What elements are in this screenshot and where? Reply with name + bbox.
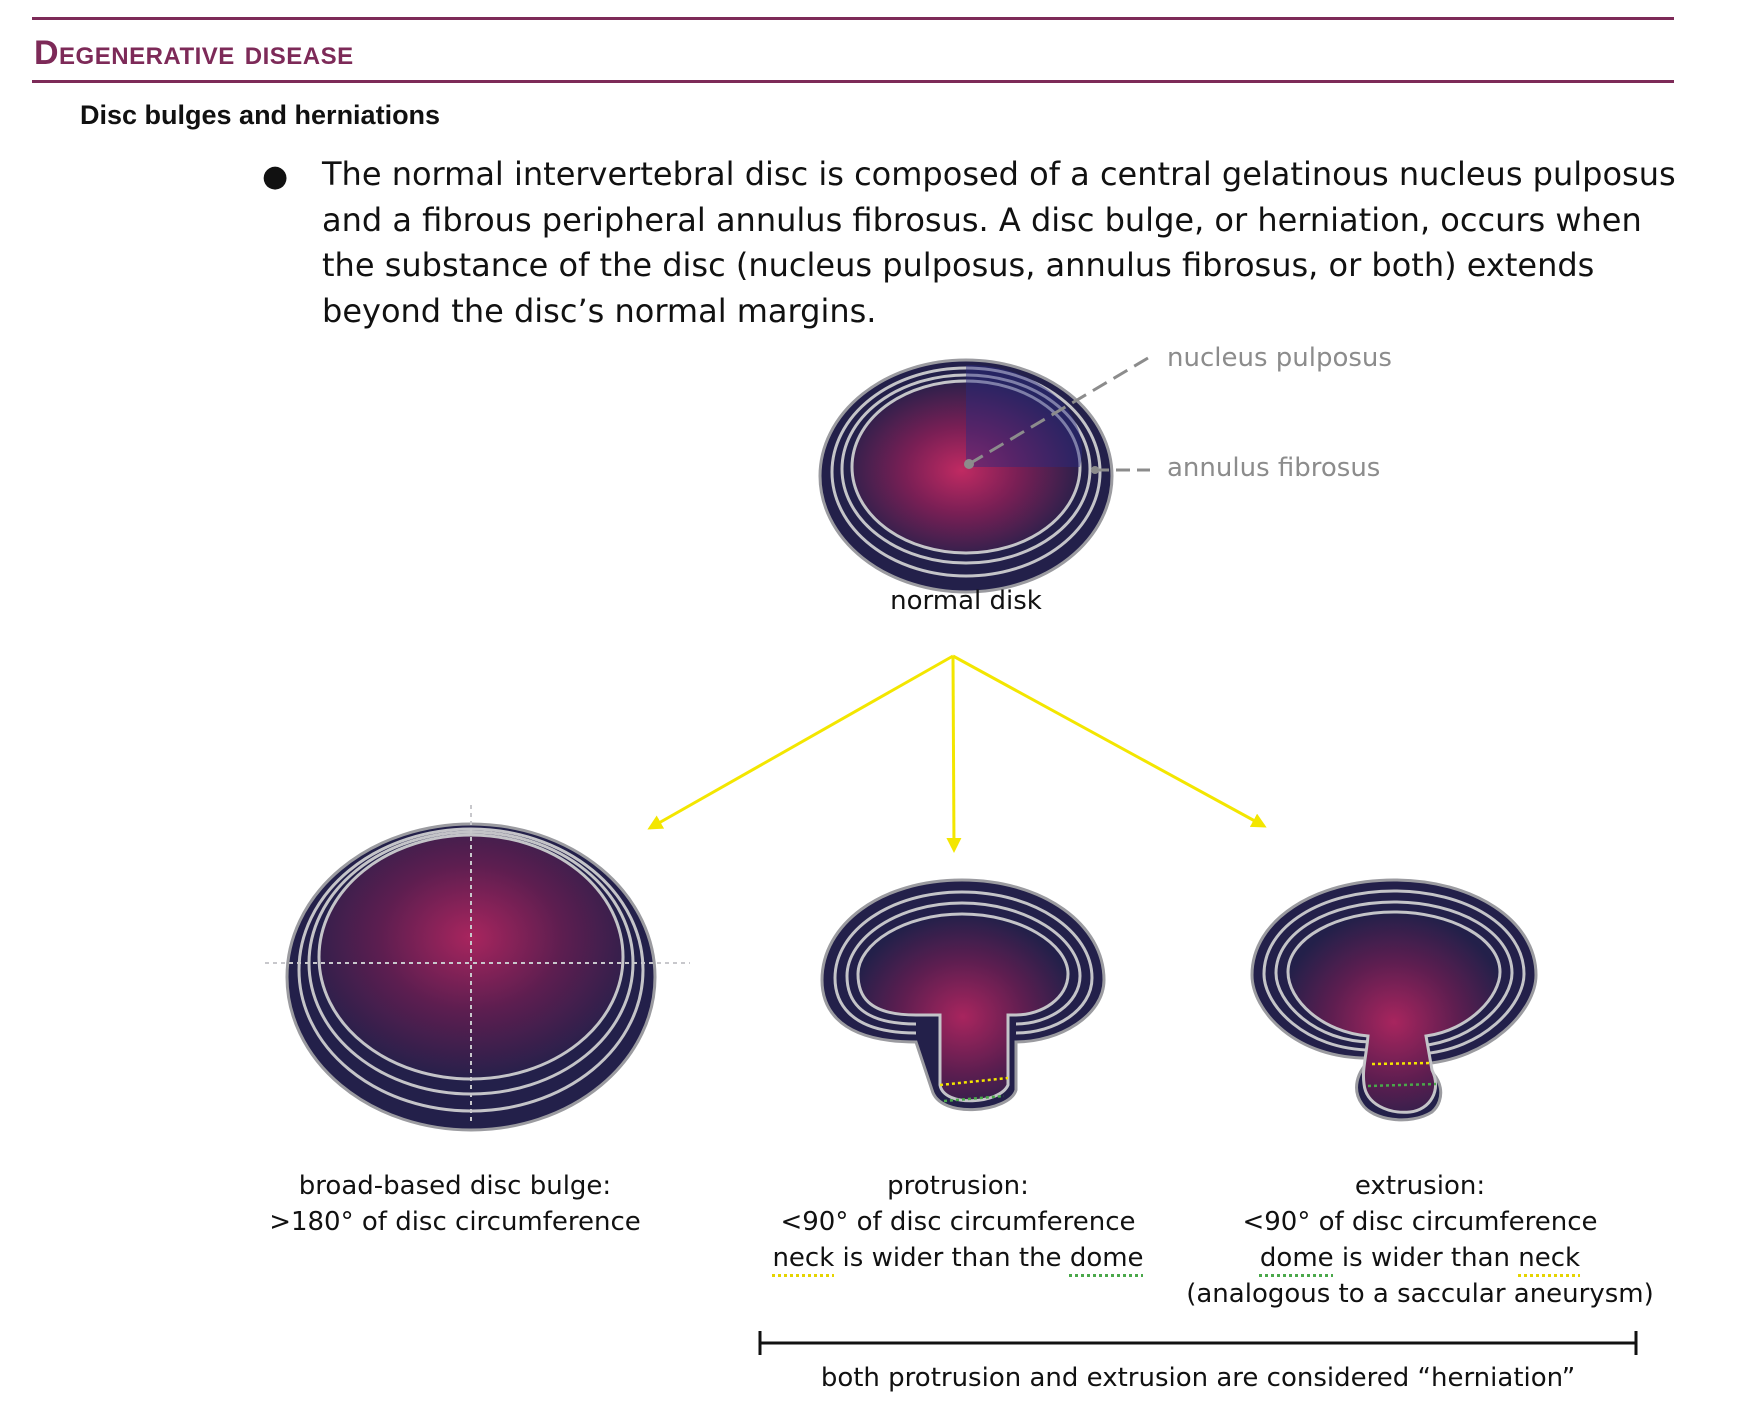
extrusion-caption: extrusion: <90° of disc circumference do… — [1180, 1168, 1660, 1312]
herniation-bracket-caption: both protrusion and extrusion are consid… — [820, 1363, 1576, 1393]
annulus-fibrosus-callout: annulus fibrosus — [1167, 453, 1381, 483]
section-title: Degenerative disease — [34, 34, 354, 72]
top-rule — [32, 17, 1674, 20]
bulge-caption-line2: >180° of disc circumference — [269, 1207, 641, 1237]
title-underline — [32, 80, 1674, 83]
protrusion-caption-line2: <90° of disc circumference — [780, 1207, 1136, 1237]
normal-disc-diagram — [818, 356, 1150, 594]
dome-term: dome — [1259, 1243, 1334, 1273]
protrusion-disc-diagram — [820, 878, 1106, 1111]
dome-term: dome — [1069, 1243, 1144, 1273]
extrusion-caption-line1: extrusion: — [1354, 1171, 1486, 1201]
bulge-caption: broad-based disc bulge: >180° of disc ci… — [255, 1168, 655, 1240]
comparison-text: is wider than the — [834, 1243, 1070, 1273]
neck-term: neck — [1518, 1243, 1581, 1273]
bulge-caption-line1: broad-based disc bulge: — [298, 1171, 612, 1201]
bullet-paragraph: The normal intervertebral disc is compos… — [322, 155, 1676, 330]
extrusion-caption-line4: (analogous to a saccular aneurysm) — [1186, 1279, 1654, 1309]
normal-disk-caption: normal disk — [890, 586, 1042, 616]
extrusion-caption-line2: <90° of disc circumference — [1242, 1207, 1598, 1237]
extrusion-caption-line3: dome is wider than neck — [1180, 1240, 1660, 1276]
subheading: Disc bulges and herniations — [80, 100, 441, 130]
branch-arrows — [647, 654, 1267, 853]
herniation-bracket — [758, 1331, 1638, 1355]
protrusion-caption: protrusion: <90° of disc circumference n… — [758, 1168, 1158, 1276]
comparison-text: is wider than — [1333, 1243, 1519, 1273]
extrusion-disc-diagram — [1250, 878, 1538, 1122]
protrusion-caption-line3: neck is wider than the dome — [758, 1240, 1158, 1276]
neck-term: neck — [772, 1243, 835, 1273]
bullet-icon: ● — [262, 159, 289, 194]
bulge-disc-diagram — [265, 805, 690, 1132]
nucleus-pulposus-callout: nucleus pulposus — [1167, 343, 1392, 373]
protrusion-caption-line1: protrusion: — [887, 1171, 1029, 1201]
